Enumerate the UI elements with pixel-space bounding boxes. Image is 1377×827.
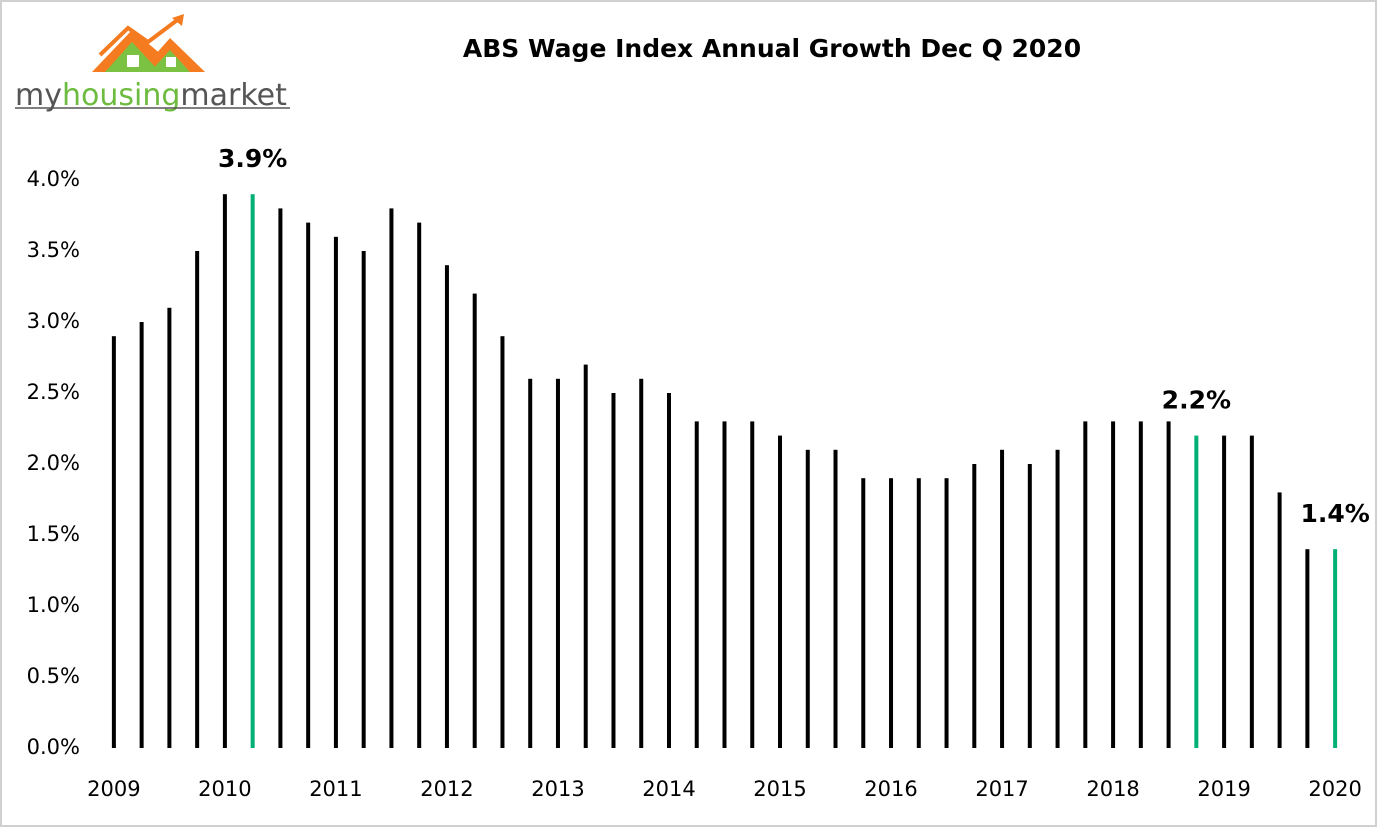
data-label: 3.9% (218, 144, 287, 173)
x-tick-label: 2009 (87, 777, 140, 801)
bar (1194, 435, 1199, 748)
y-tick-label: 1.5% (27, 522, 80, 546)
bar (889, 478, 894, 748)
bar (722, 421, 727, 748)
logo-text-part: housing (62, 78, 180, 113)
x-tick-label: 2013 (531, 777, 584, 801)
x-tick-label: 2011 (309, 777, 362, 801)
bar (361, 251, 366, 748)
x-tick-label: 2015 (753, 777, 806, 801)
bar (444, 265, 449, 748)
bar (1277, 492, 1282, 748)
y-tick-label: 4.0% (27, 167, 80, 191)
x-tick-label: 2019 (1197, 777, 1250, 801)
bar (472, 293, 477, 748)
bar (1333, 549, 1338, 748)
x-tick-label: 2010 (198, 777, 251, 801)
bar (944, 478, 949, 748)
bar (805, 449, 810, 748)
bar (583, 364, 588, 748)
data-label: 2.2% (1162, 386, 1231, 415)
bar (694, 421, 699, 748)
logo-arrow (98, 16, 182, 57)
logo-arrow-head (172, 14, 184, 26)
bar (195, 251, 200, 748)
logo: myhousingmarket (15, 14, 290, 113)
x-tick-label: 2012 (420, 777, 473, 801)
y-tick-label: 2.0% (27, 451, 80, 475)
bar (250, 194, 255, 748)
bar (972, 464, 977, 748)
x-tick-label: 2017 (975, 777, 1028, 801)
y-tick-label: 0.5% (27, 664, 80, 688)
x-tick-label: 2020 (1308, 777, 1361, 801)
logo-window (166, 57, 176, 67)
bar (1000, 449, 1005, 748)
bar (861, 478, 866, 748)
bar (750, 421, 755, 748)
bar (1055, 449, 1060, 748)
bar (167, 307, 172, 748)
bar (278, 208, 283, 748)
bar (1249, 435, 1254, 748)
bar (1138, 421, 1143, 748)
y-tick-label: 3.0% (27, 309, 80, 333)
bar (528, 378, 533, 748)
x-tick-label: 2016 (864, 777, 917, 801)
bar (1166, 421, 1171, 748)
bar (611, 393, 616, 748)
bar (333, 236, 338, 749)
bar (639, 378, 644, 748)
bar (1305, 549, 1310, 748)
bar (500, 336, 505, 748)
bar (1111, 421, 1116, 748)
logo-window (127, 55, 139, 67)
bar (222, 194, 227, 748)
bar (417, 222, 422, 749)
bar (306, 222, 311, 749)
logo-text-part: my (15, 78, 62, 113)
bar (111, 336, 116, 748)
bar (1222, 435, 1227, 748)
logo-text: myhousingmarket (15, 78, 287, 113)
y-tick-label: 1.0% (27, 593, 80, 617)
y-tick-label: 0.0% (27, 735, 80, 759)
x-tick-label: 2014 (642, 777, 695, 801)
bar (916, 478, 921, 748)
bar (666, 393, 671, 748)
bar (389, 208, 394, 748)
data-label: 1.4% (1300, 499, 1369, 528)
bar (555, 378, 560, 748)
bar (1027, 464, 1032, 748)
bar (139, 322, 144, 748)
bar (778, 435, 783, 748)
bar (1083, 421, 1088, 748)
bar (833, 449, 838, 748)
chart-title: ABS Wage Index Annual Growth Dec Q 2020 (463, 34, 1081, 63)
y-tick-label: 2.5% (27, 380, 80, 404)
x-tick-label: 2018 (1086, 777, 1139, 801)
logo-text-part: market (180, 78, 287, 113)
y-tick-label: 3.5% (27, 238, 80, 262)
